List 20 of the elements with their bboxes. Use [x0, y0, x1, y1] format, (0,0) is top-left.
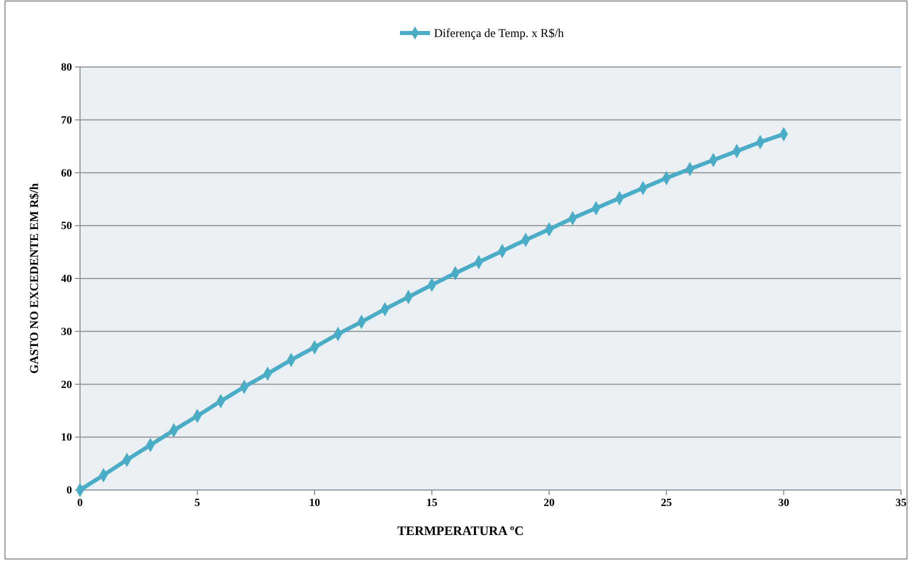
- x-tick-label: 5: [194, 496, 201, 509]
- x-tick-label: 0: [77, 496, 84, 509]
- x-tick-label: 35: [896, 496, 907, 509]
- x-tick-label: 25: [660, 496, 672, 509]
- x-tick-label: 15: [426, 496, 438, 509]
- y-tick-label: 70: [61, 114, 72, 126]
- x-axis-title: TERMPERATURA ºC: [397, 523, 524, 538]
- y-tick-label: 80: [61, 62, 72, 74]
- y-tick-label: 50: [61, 220, 72, 232]
- y-tick-label: 30: [61, 326, 72, 338]
- x-tick-label: 30: [778, 496, 790, 509]
- y-axis-title: GASTO NO EXCEDENTE EM R$/h: [27, 182, 41, 374]
- x-tick-label: 10: [309, 496, 321, 509]
- legend-label: Diferença de Temp. x R$/h: [434, 26, 564, 40]
- y-tick-label: 40: [61, 273, 72, 286]
- y-tick-label: 20: [61, 378, 72, 391]
- y-tick-label: 0: [66, 484, 72, 497]
- y-tick-label: 10: [61, 432, 72, 444]
- x-tick-label: 20: [544, 496, 556, 509]
- y-tick-label: 60: [61, 167, 72, 180]
